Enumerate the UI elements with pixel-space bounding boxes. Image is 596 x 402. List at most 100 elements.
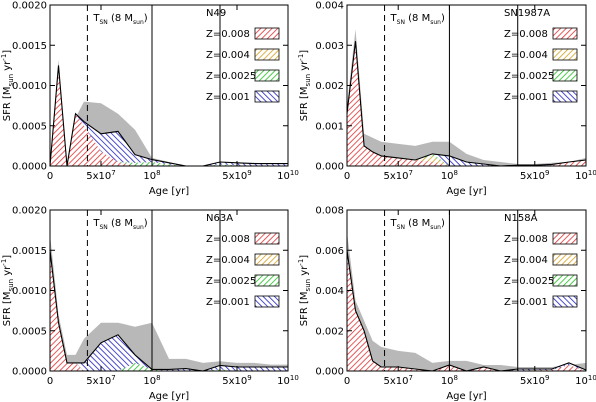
x-tick-label: 108 (441, 169, 458, 182)
panel-1: 0.0000 0.0005 0.0010 0.0015 0.0020 0 5x107 108 5… (0, 1, 299, 198)
y-tick-label: 0.002 (315, 81, 344, 92)
legend-swatch (552, 232, 578, 245)
y-tick-label: 0.002 (315, 326, 344, 337)
sn-lifetime-label: TSN (8 Msun) (92, 218, 147, 231)
y-tick-label: 0.0010 (12, 286, 47, 297)
x-tick-label: 5x107 (86, 169, 115, 182)
y-tick-label: 0.0010 (12, 81, 47, 92)
y-tick-label: 0.004 (315, 1, 344, 12)
x-tick-label: 1010 (277, 169, 299, 182)
legend: Z=0.008 Z=0.004 Z=0.0025 Z=0.001 (504, 232, 578, 308)
y-tick-label: 0.000 (315, 162, 344, 173)
x-tick-label: 108 (441, 374, 458, 387)
x-tick-label: 5x109 (520, 374, 549, 387)
legend-swatch (552, 90, 578, 103)
panel-3: 0.0000 0.0005 0.0010 0.0015 0.0020 0 5x107 108 5… (0, 206, 299, 402)
legend-swatch (552, 48, 578, 61)
x-tick-label: 108 (143, 169, 160, 182)
series-area-z-0-001 (50, 250, 288, 371)
x-axis-label: Age [yr] (149, 391, 189, 402)
x-tick-label: 5x107 (86, 374, 115, 387)
y-tick-label: 0.008 (315, 206, 344, 217)
uncertainty-envelope (50, 234, 288, 371)
y-tick-label: 0.001 (315, 121, 344, 132)
legend-swatch (254, 27, 280, 40)
legend-label: Z=0.0025 (504, 71, 554, 82)
legend-label: Z=0.0025 (206, 71, 256, 82)
y-tick-label: 0.0005 (12, 326, 47, 337)
y-tick-label: 0.006 (315, 246, 344, 257)
legend-label: Z=0.001 (206, 297, 250, 308)
plot-frame (346, 4, 587, 167)
y-tick-label: 0.0020 (12, 1, 47, 12)
legend-label: Z=0.004 (206, 50, 250, 61)
legend-swatch (254, 232, 280, 245)
y-tick-label: 0.0000 (12, 162, 47, 173)
x-tick-label: 1010 (575, 374, 596, 387)
series-area-z-0-001 (50, 65, 288, 166)
legend-label: Z=0.0025 (206, 276, 256, 287)
y-tick-label: 0.0015 (12, 246, 47, 257)
legend-label: Z=0.008 (206, 234, 250, 245)
panel-2: 0.000 0.001 0.002 0.003 0.004 0 5x107 108 5x109 1… (297, 1, 596, 198)
sn-lifetime-label: TSN (8 Msun) (390, 13, 445, 26)
x-tick-label: 0 (47, 171, 53, 182)
legend-label: Z=0.008 (206, 29, 250, 40)
x-tick-label: 0 (344, 376, 350, 387)
y-tick-label: 0.003 (315, 41, 344, 52)
x-tick-label: 5x109 (222, 169, 251, 182)
panel-4: 0.000 0.002 0.004 0.006 0.008 0 5x107 108 5x109 1… (297, 206, 596, 402)
x-tick-label: 1010 (575, 169, 596, 182)
y-axis-label: SFR [Msun yr-1] (297, 50, 312, 122)
x-axis-label: Age [yr] (446, 186, 486, 197)
panel-title: N63A (206, 213, 233, 224)
series-area-z-0-008 (347, 250, 586, 371)
y-axis-label: SFR [Msun yr-1] (0, 50, 15, 122)
x-tick-label: 5x107 (383, 169, 412, 182)
legend-swatch (254, 253, 280, 266)
legend-swatch (552, 27, 578, 40)
y-tick-label: 0.0000 (12, 367, 47, 378)
uncertainty-envelope (347, 29, 586, 167)
legend-swatch (254, 69, 280, 82)
legend: Z=0.008 Z=0.004 Z=0.0025 Z=0.001 (504, 27, 578, 103)
plot-frame (346, 209, 587, 372)
legend-label: Z=0.001 (504, 297, 548, 308)
x-tick-label: 108 (143, 374, 160, 387)
legend-label: Z=0.008 (504, 234, 548, 245)
x-axis-label: Age [yr] (149, 186, 189, 197)
panel-title: SN1987A (504, 8, 550, 19)
legend-swatch (552, 253, 578, 266)
legend-label: Z=0.004 (206, 255, 250, 266)
legend-swatch (254, 90, 280, 103)
x-tick-label: 0 (47, 376, 53, 387)
legend-swatch (254, 274, 280, 287)
legend-swatch (254, 295, 280, 308)
sn-lifetime-label: TSN (8 Msun) (92, 13, 147, 26)
x-tick-label: 0 (344, 171, 350, 182)
uncertainty-envelope (347, 232, 586, 371)
legend: Z=0.008 Z=0.004 Z=0.0025 Z=0.001 (206, 232, 280, 308)
x-tick-label: 5x109 (222, 374, 251, 387)
legend-label: Z=0.004 (504, 50, 548, 61)
legend-swatch (552, 274, 578, 287)
legend-label: Z=0.001 (206, 92, 250, 103)
x-tick-label: 1010 (277, 374, 299, 387)
series-area-z-0-008 (50, 65, 288, 166)
legend-swatch (552, 69, 578, 82)
y-tick-label: 0.004 (315, 286, 344, 297)
legend-label: Z=0.0025 (504, 276, 554, 287)
legend-label: Z=0.001 (504, 92, 548, 103)
y-tick-label: 0.0020 (12, 206, 47, 217)
y-tick-label: 0.0015 (12, 41, 47, 52)
legend-swatch (552, 295, 578, 308)
legend-label: Z=0.008 (504, 29, 548, 40)
legend-swatch (254, 48, 280, 61)
y-axis-label: SFR [Msun yr-1] (297, 255, 312, 327)
x-tick-label: 5x107 (383, 374, 412, 387)
y-tick-label: 0.0005 (12, 121, 47, 132)
legend: Z=0.008 Z=0.004 Z=0.0025 Z=0.001 (206, 27, 280, 103)
x-axis-label: Age [yr] (446, 391, 486, 402)
series-area-z-0-008 (347, 41, 586, 167)
